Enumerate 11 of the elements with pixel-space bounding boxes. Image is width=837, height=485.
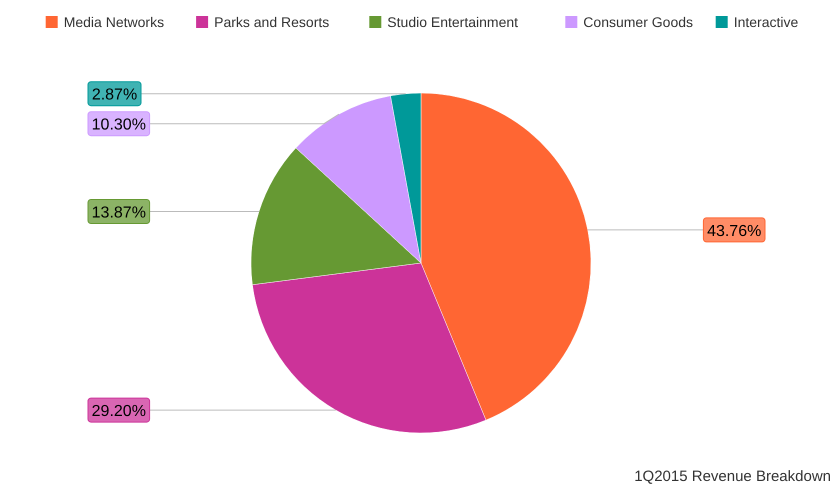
data-label: 13.87% (92, 204, 146, 222)
legend-label: Consumer Goods (583, 14, 694, 30)
legend-label: Parks and Resorts (214, 14, 330, 30)
data-label: 29.20% (92, 403, 146, 420)
data-label: 10.30% (92, 116, 146, 134)
legend-label: Media Networks (64, 14, 164, 30)
text: 1Q2015 Revenue Breakdown (634, 468, 831, 485)
legend-label: Studio Entertainment (387, 14, 518, 30)
data-label: 2.87% (92, 86, 138, 104)
data-label: 43.76% (707, 222, 762, 240)
legend-label: Interactive (734, 14, 798, 30)
